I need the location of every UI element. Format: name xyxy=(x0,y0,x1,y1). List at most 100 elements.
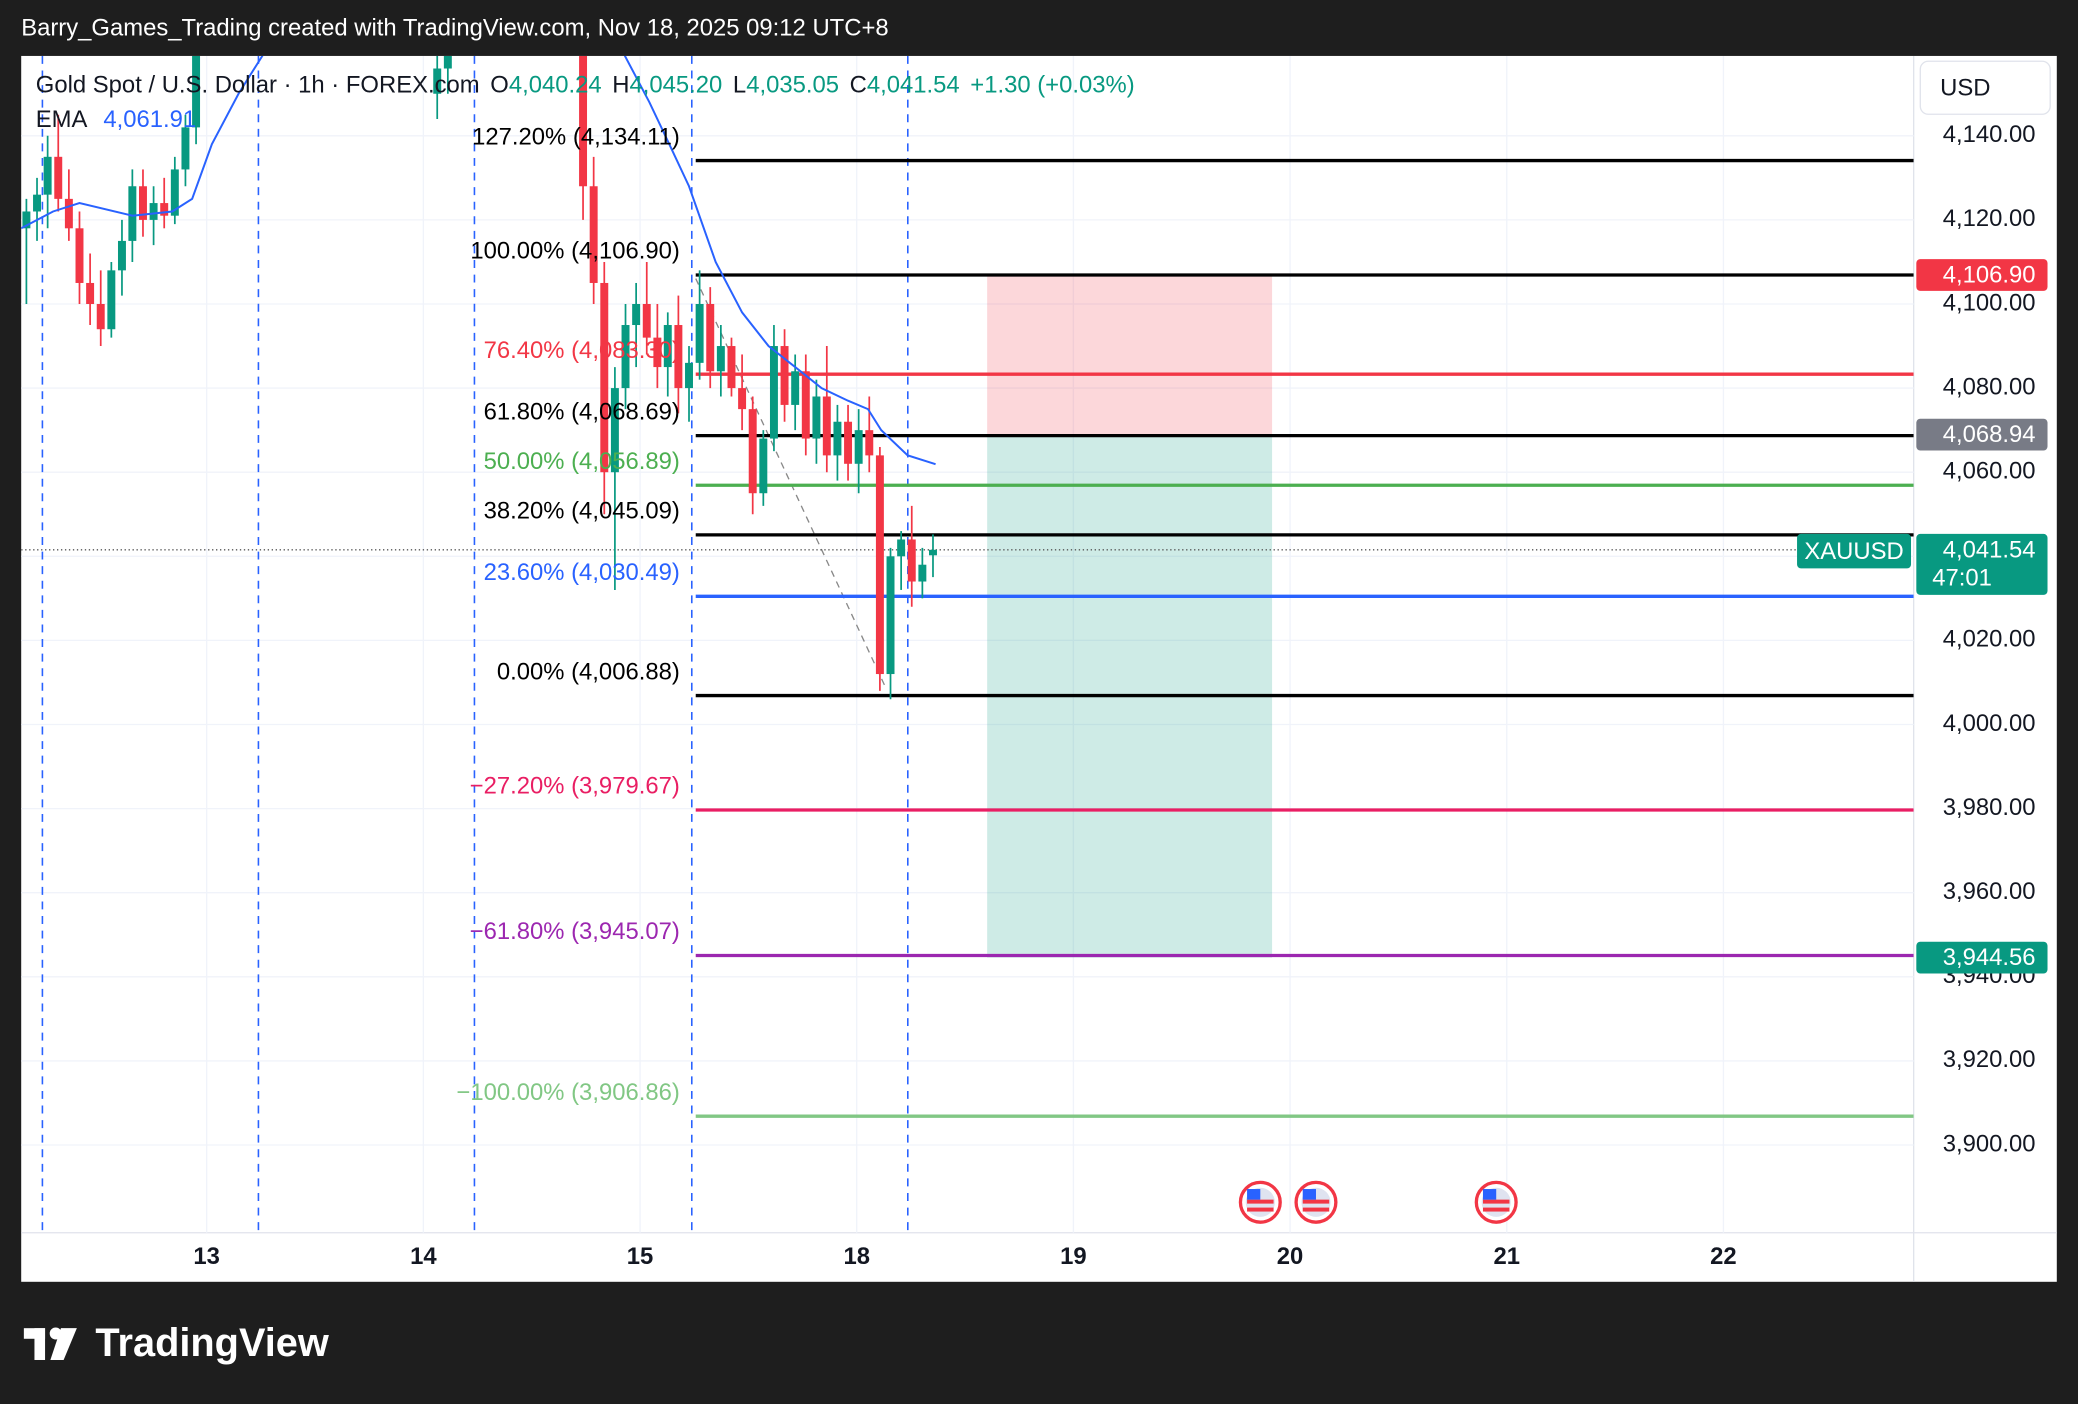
price-tag-label: 4,068.94 xyxy=(1943,421,2036,448)
candle-body xyxy=(600,282,609,473)
x-tick-label: 22 xyxy=(1710,1243,1737,1270)
candle-body xyxy=(748,409,757,494)
fib-label: 23.60% (4,030.49) xyxy=(484,559,680,586)
fib-label: −27.20% (3,979.67) xyxy=(470,773,680,800)
candle-body xyxy=(780,346,789,405)
candle-body xyxy=(610,388,619,473)
candle-body xyxy=(918,564,927,582)
current-price-label: 4,041.54 xyxy=(1943,536,2036,563)
candle-body xyxy=(706,303,715,372)
candle-body xyxy=(875,455,884,675)
candle-body xyxy=(854,430,863,464)
x-tick-label: 13 xyxy=(193,1243,220,1270)
candle-body xyxy=(886,556,895,675)
candle-body xyxy=(791,371,800,405)
candle-body xyxy=(844,421,853,464)
candle-body xyxy=(907,539,916,582)
candle-body xyxy=(579,55,588,187)
y-tick-label: 4,000.00 xyxy=(1943,710,2036,737)
candle-body xyxy=(822,396,831,456)
fib-label: 50.00% (4,056.89) xyxy=(484,448,680,475)
ohlc-value: 4,045.20 xyxy=(630,72,723,99)
ohlc-value: 4,040.24 xyxy=(509,72,602,99)
candle-body xyxy=(589,186,598,283)
fib-label: 0.00% (4,006.88) xyxy=(497,658,680,685)
candle-body xyxy=(33,194,41,212)
candle-body xyxy=(759,438,768,494)
candle-body xyxy=(64,198,73,229)
event-flags xyxy=(1238,1180,1518,1224)
y-tick-label: 4,080.00 xyxy=(1943,373,2036,400)
fib-label: −100.00% (3,906.86) xyxy=(456,1079,679,1106)
candle-body xyxy=(96,303,105,330)
header: Barry_Games_Trading created with Trading… xyxy=(21,15,888,42)
countdown: 47:01 xyxy=(1932,564,1992,591)
candle-body xyxy=(865,430,874,456)
legend: Gold Spot / U.S. Dollar · 1h · FOREX.com… xyxy=(36,72,1135,99)
ohlc-key: L xyxy=(733,72,746,99)
candle-body xyxy=(642,303,651,338)
candle-body xyxy=(685,362,693,389)
symbol: Gold Spot / U.S. Dollar · 1h · FOREX.com xyxy=(36,72,480,99)
price-tag-label: 4,106.90 xyxy=(1943,262,2036,289)
ohlc-key: H xyxy=(612,72,629,99)
candle-body xyxy=(433,68,442,94)
candle-body xyxy=(716,346,725,372)
candle-body xyxy=(769,346,778,439)
x-tick-label: 18 xyxy=(843,1243,870,1270)
currency-button[interactable] xyxy=(1919,60,2051,115)
chart-panel xyxy=(21,55,2057,1282)
plot xyxy=(21,55,1914,1233)
price-tag-label: 3,944.56 xyxy=(1943,944,2036,971)
ema-legend: EMA 4,061.91 xyxy=(36,106,196,133)
fib-label: 38.20% (4,045.09) xyxy=(484,498,680,525)
candle-body xyxy=(139,186,147,220)
candle-body xyxy=(192,55,201,128)
candle-body xyxy=(75,228,84,283)
fib-label: 61.80% (4,068.69) xyxy=(484,398,680,425)
candle-body xyxy=(621,325,630,389)
candle-body xyxy=(801,371,810,439)
candle-body xyxy=(160,203,169,216)
fib-trend-line xyxy=(695,278,886,688)
footer-brand: TradingView xyxy=(95,1321,328,1365)
ema-name: EMA xyxy=(36,106,88,133)
ohlc-value: 4,041.54 xyxy=(867,72,960,99)
ema-line xyxy=(21,55,936,466)
candle-body xyxy=(149,203,158,220)
logo xyxy=(23,1327,77,1360)
ohlc-value: 4,035.05 xyxy=(746,72,839,99)
candle-body xyxy=(738,388,747,410)
price-tag xyxy=(1916,941,2048,974)
ohlc-key: C xyxy=(850,72,867,99)
candle-body xyxy=(43,156,52,195)
candle-body xyxy=(695,303,704,363)
y-tick-label: 4,060.00 xyxy=(1943,457,2036,484)
y-tick-label: 4,020.00 xyxy=(1943,626,2036,653)
candle-body xyxy=(897,539,906,557)
candle-body xyxy=(54,156,63,199)
y-tick-label: 4,100.00 xyxy=(1943,289,2036,316)
candle-body xyxy=(22,211,31,229)
current-price-tag xyxy=(1916,533,2048,595)
grid xyxy=(21,55,1914,1233)
fib-label: 76.40% (4,083.30) xyxy=(484,337,680,364)
candle-body xyxy=(128,186,137,241)
candle-body xyxy=(674,325,683,389)
x-tick-label: 15 xyxy=(627,1243,654,1270)
y-tick-label: 4,140.00 xyxy=(1943,121,2036,148)
price-tag xyxy=(1916,259,2048,291)
symbol-tag xyxy=(1797,533,1912,569)
candle-body xyxy=(929,549,937,556)
candle-body xyxy=(443,55,452,69)
candle-body xyxy=(653,337,662,368)
candle-body xyxy=(117,240,126,271)
candle-body xyxy=(181,127,190,170)
fib-label: 100.00% (4,106.90) xyxy=(470,238,679,265)
candle-body xyxy=(727,346,736,389)
candle-body xyxy=(170,169,179,216)
candle-body xyxy=(107,270,116,330)
candle-body xyxy=(632,303,641,326)
